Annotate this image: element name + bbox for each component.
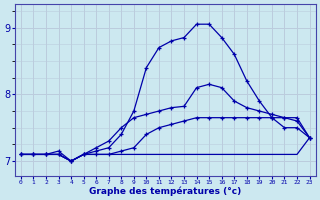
X-axis label: Graphe des températures (°c): Graphe des températures (°c) bbox=[89, 186, 241, 196]
